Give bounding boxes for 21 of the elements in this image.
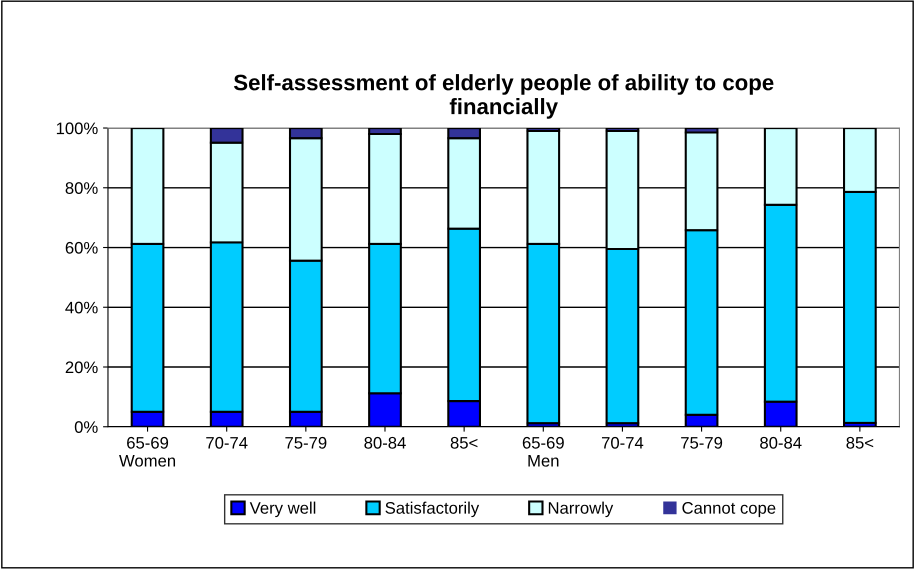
legend-label: Narrowly bbox=[548, 502, 614, 518]
x-tick-label: 65-69 Men bbox=[522, 436, 564, 467]
x-tick-label: 70-74 bbox=[206, 436, 248, 449]
legend-label: Cannot cope bbox=[682, 502, 776, 518]
x-tick-label: 75-79 bbox=[285, 436, 326, 449]
legend-label: Very well bbox=[250, 502, 316, 518]
y-tick-label: 0% bbox=[74, 421, 98, 433]
x-tick-label: 65-69 Women bbox=[119, 436, 176, 467]
legend-label: Satisfactorily bbox=[385, 502, 480, 518]
x-tick-label: 85< bbox=[450, 436, 478, 449]
chart-title: Self-assessment of elderly people of ability to cope financially bbox=[234, 74, 774, 119]
y-tick-label: 80% bbox=[66, 182, 98, 194]
y-tick-label: 60% bbox=[66, 242, 98, 254]
y-tick-label: 40% bbox=[65, 302, 98, 314]
x-tick-label: 70-74 bbox=[602, 436, 644, 449]
x-tick-label: 85< bbox=[846, 436, 874, 449]
x-tick-label: 80-84 bbox=[364, 436, 406, 449]
y-tick-label: 100% bbox=[56, 122, 98, 134]
y-tick-label: 20% bbox=[66, 361, 98, 374]
x-tick-label: 80-84 bbox=[760, 436, 802, 449]
x-tick-label: 75-79 bbox=[681, 436, 722, 449]
